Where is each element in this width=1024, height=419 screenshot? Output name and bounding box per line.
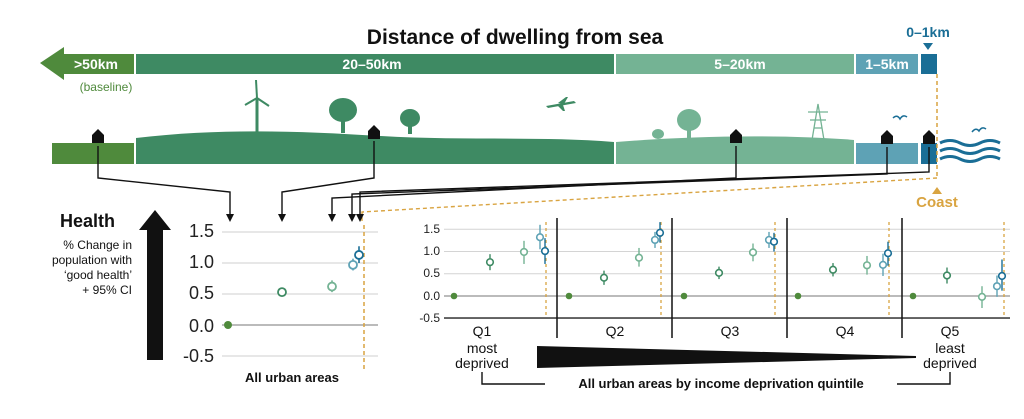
band-1-5 [856, 54, 918, 74]
y-tick-label: 0.5 [189, 283, 214, 303]
band-label-1-5: 1–5km [865, 56, 909, 72]
quintile-sub-q5-line2: deprived [923, 355, 977, 371]
data-point [540, 246, 550, 256]
y-tick-label: 1.0 [189, 252, 214, 272]
data-point [535, 233, 545, 242]
header-title: Distance of dwelling from sea [367, 26, 664, 49]
band-label-0-1: 0–1km [906, 24, 950, 40]
land-5-20 [616, 136, 854, 164]
chart-by-quintile: 1.5 1.0 0.5 0.0 -0.5 Q1 most deprived Q2… [419, 218, 1010, 391]
quintile-bracket [481, 372, 951, 385]
tree-icon [329, 98, 357, 133]
quintile-label-q1: Q1 [473, 323, 492, 339]
left-yticks: 1.5 1.0 0.5 0.0 -0.5 [183, 221, 214, 366]
distance-bands: >50km (baseline) 20–50km 5–20km 1–5km 0–… [40, 24, 950, 94]
data-point [769, 237, 779, 246]
health-desc-line-1: % Change in [63, 238, 132, 252]
bird-icon [971, 127, 987, 133]
right-chart-title: All urban areas by income deprivation qu… [578, 376, 863, 391]
data-point [277, 287, 287, 298]
house-icon [368, 125, 380, 139]
quintile-sub-q1-line1: most [467, 340, 497, 356]
health-title: Health [60, 211, 115, 231]
tree-icon [677, 109, 701, 138]
landscape [52, 79, 1001, 164]
y-tick-label: -0.5 [183, 346, 214, 366]
arrowheads [226, 214, 364, 222]
health-desc-line-2: population with [52, 253, 132, 267]
data-point [748, 248, 758, 257]
quintile-label-q3: Q3 [721, 323, 740, 339]
data-point [828, 265, 838, 274]
caret-up-icon [932, 187, 942, 194]
band-5-20 [616, 54, 854, 74]
y-tick-label: 0.0 [423, 289, 440, 303]
data-point [942, 271, 952, 280]
left-chart-title: All urban areas [245, 370, 339, 385]
data-point [519, 247, 529, 257]
land-baseline [52, 143, 134, 164]
y-tick-label: 0.0 [189, 316, 214, 336]
house-icon [730, 129, 742, 143]
data-point [634, 253, 644, 262]
caret-down-icon [923, 43, 933, 50]
band-label-20-50: 20–50km [342, 56, 401, 72]
data-point [354, 250, 364, 260]
y-tick-label: 0.5 [423, 266, 440, 280]
y-tick-label: 1.5 [423, 222, 440, 236]
health-desc-line-4: + 95% CI [82, 283, 132, 297]
house-icon [923, 130, 935, 144]
up-arrow-icon [139, 210, 171, 360]
house-icon [881, 130, 893, 144]
band-label-5-20: 5–20km [714, 56, 765, 72]
health-desc-line-3: ‘good health’ [64, 268, 132, 282]
bird-icon [892, 115, 908, 121]
quintile-sub-q1-line2: deprived [455, 355, 509, 371]
deprivation-wedge [537, 346, 916, 368]
data-point [485, 258, 495, 267]
data-point [992, 282, 1002, 291]
wind-turbine-icon [244, 79, 270, 133]
land-20-50 [136, 131, 614, 164]
band-arrow-baseline [40, 47, 134, 80]
data-point [883, 249, 893, 258]
band-20-50 [136, 54, 614, 74]
y-tick-label: 1.5 [189, 221, 214, 241]
data-point [878, 260, 888, 269]
quintile-label-q4: Q4 [836, 323, 855, 339]
quintile-label-q5: Q5 [941, 323, 960, 339]
chart-all-urban: 1.5 1.0 0.5 0.0 -0.5 All urban areas [183, 221, 378, 385]
data-point [599, 273, 609, 282]
waves-icon [939, 139, 1001, 163]
quintile-sub-q5-line1: least [935, 340, 965, 356]
band-0-1 [921, 54, 937, 74]
data-point [655, 228, 665, 237]
data-point [565, 292, 573, 300]
right-yticks: 1.5 1.0 0.5 0.0 -0.5 [419, 222, 440, 325]
coast-label: Coast [916, 194, 958, 211]
data-point [450, 292, 458, 300]
data-point [680, 292, 688, 300]
data-point [794, 292, 802, 300]
data-point [327, 281, 337, 292]
y-tick-label: 1.0 [423, 244, 440, 258]
band-sub-baseline: (baseline) [80, 80, 133, 94]
data-point [977, 292, 987, 301]
data-point [862, 261, 872, 270]
pylon-icon [808, 103, 828, 141]
tree-icon [652, 129, 664, 139]
band-label-baseline: >50km [74, 56, 118, 72]
data-point [997, 271, 1007, 281]
data-point [909, 292, 917, 300]
connector-arrows [97, 141, 938, 222]
data-point [650, 235, 660, 245]
airplane-icon [546, 97, 576, 111]
data-point [714, 268, 724, 277]
tree-icon [400, 109, 420, 134]
quintile-label-q2: Q2 [606, 323, 625, 339]
y-tick-label: -0.5 [419, 311, 440, 325]
data-point [348, 259, 358, 270]
data-point [224, 321, 232, 329]
house-icon [92, 129, 104, 143]
